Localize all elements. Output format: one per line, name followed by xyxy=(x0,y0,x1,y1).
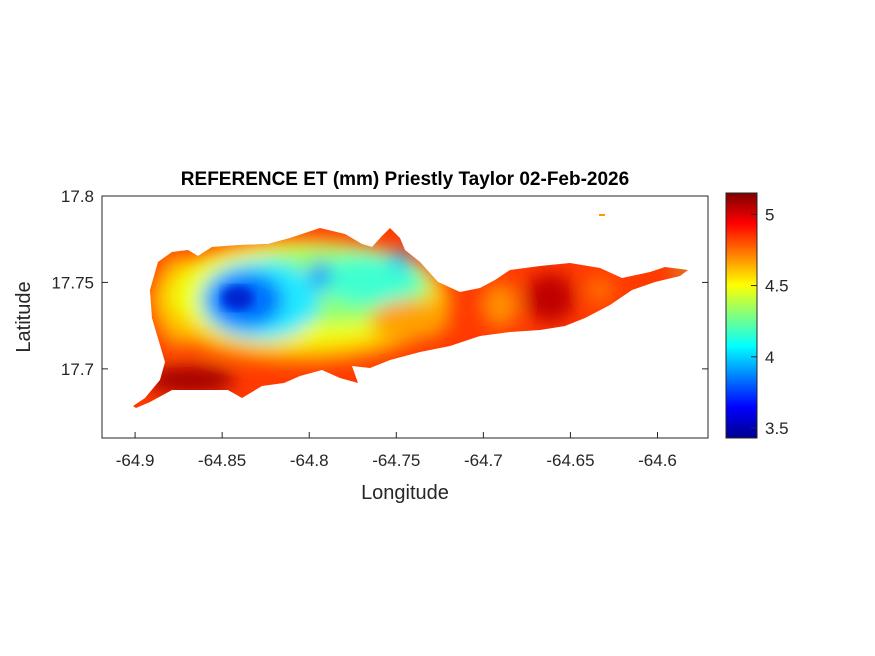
heat-blue-spot xyxy=(310,261,330,289)
y-tick-label: 17.8 xyxy=(61,187,94,206)
heat-darkred-sw xyxy=(145,366,235,394)
y-axis: 17.7 17.75 17.8 xyxy=(51,187,708,379)
x-tick-label: -64.75 xyxy=(372,451,420,470)
x-tick-label: -64.8 xyxy=(290,451,329,470)
colorbar-ticks: 3.5 4 4.5 5 xyxy=(751,205,789,438)
heat-orange-mid xyxy=(370,300,450,340)
heat-blue-spot2 xyxy=(390,250,410,270)
y-tick-label: 17.75 xyxy=(51,273,94,292)
x-tick-label: -64.9 xyxy=(116,451,155,470)
colorbar-tick-label: 3.5 xyxy=(765,419,789,438)
chart-title: REFERENCE ET (mm) Priestly Taylor 02-Feb… xyxy=(181,169,629,190)
x-tick-label: -64.65 xyxy=(546,451,594,470)
colorbar-tick-label: 4.5 xyxy=(765,277,789,296)
colorbar-tick-label: 4 xyxy=(765,348,774,367)
x-axis: -64.9 -64.85 -64.8 -64.75 -64.7 -64.65 -64.6 xyxy=(116,432,677,470)
y-tick-label: 17.7 xyxy=(61,360,94,379)
heat-darkred-east xyxy=(525,273,575,323)
y-axis-label: Latitude xyxy=(13,281,35,352)
islet xyxy=(599,214,605,216)
et-heatmap xyxy=(133,228,688,408)
x-axis-label: Longitude xyxy=(361,482,449,504)
colorbar xyxy=(725,192,758,439)
heat-min xyxy=(222,286,254,310)
x-tick-label: -64.7 xyxy=(464,451,503,470)
colorbar-tick-label: 5 xyxy=(765,205,774,224)
x-tick-label: -64.85 xyxy=(198,451,246,470)
heat-orange-east2 xyxy=(586,276,614,304)
heat-orange-east xyxy=(482,283,518,327)
x-tick-label: -64.6 xyxy=(638,451,677,470)
